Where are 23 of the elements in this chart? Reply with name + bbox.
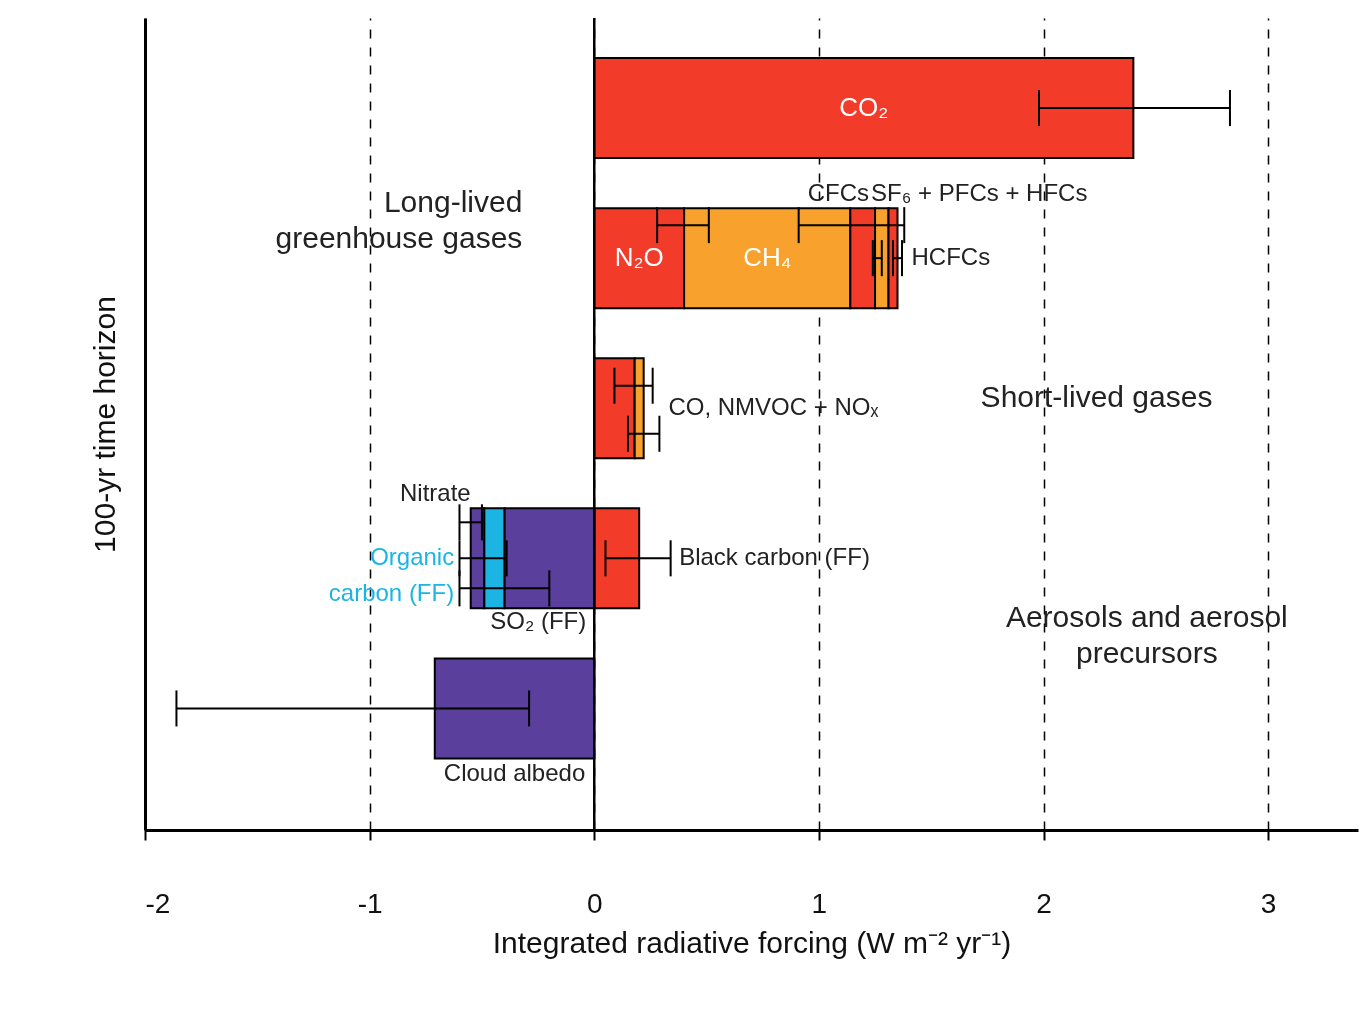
series-label: Black carbon (FF) (679, 543, 870, 571)
x-tick-label: 2 (1036, 887, 1052, 919)
series-label: Nitrate (400, 479, 471, 507)
series-label: SO₂ (FF) (490, 607, 587, 635)
x-axis-title: Integrated radiative forcing (W m⁻² yr⁻¹) (492, 925, 1012, 959)
series-label: CO₂ (839, 92, 889, 123)
series-label: N₂O (614, 242, 664, 273)
x-tick-label: 0 (586, 887, 603, 919)
series-label: Cloud albedo (443, 759, 586, 787)
x-tick-label: 1 (811, 887, 828, 919)
annotation: Aerosols and aerosol precursors (1005, 600, 1288, 670)
y-axis-title: 100-yr time horizon (87, 296, 121, 553)
series-label: Organic carbon (FF) (328, 543, 455, 607)
series-label: CH₄ (743, 242, 792, 273)
series-label: CFCs (807, 179, 870, 207)
annotation: Short-lived gases (980, 379, 1213, 413)
series-label: HCFCs (911, 243, 991, 271)
annotation: Long-lived greenhouse gases (275, 184, 523, 254)
x-tick-label: -2 (145, 887, 171, 919)
annotation: CO, NMVOC + NOₓ (668, 393, 879, 421)
x-tick-label: -1 (357, 887, 383, 919)
x-tick-label: 3 (1260, 887, 1277, 919)
series-label: SF₆ + PFCs + HFCs (871, 179, 1088, 207)
